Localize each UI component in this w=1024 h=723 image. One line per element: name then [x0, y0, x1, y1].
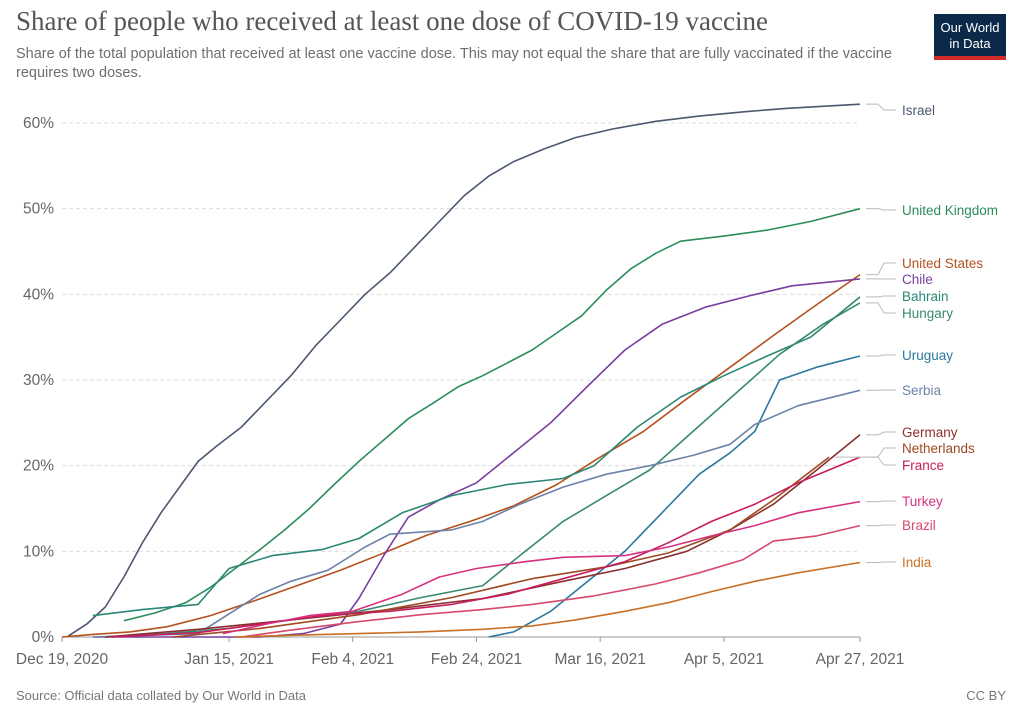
logo-line-2: in Data — [949, 36, 991, 51]
chart-subtitle: Share of the total population that recei… — [16, 46, 892, 81]
series-label-france: France — [902, 458, 944, 473]
source-note[interactable]: Source: Official data collated by Our Wo… — [16, 688, 306, 703]
y-tick-label: 0% — [32, 629, 55, 646]
leader-line-bahrain — [866, 295, 896, 298]
series-line-brazil — [241, 524, 861, 638]
series-line-chile — [92, 278, 861, 638]
series-line-hungary — [105, 302, 861, 638]
leader-line-united-states — [866, 262, 896, 276]
y-tick-label: 10% — [23, 543, 54, 560]
leader-line-brazil — [866, 524, 896, 527]
y-tick-label: 20% — [23, 458, 54, 475]
logo-line-1: Our World — [940, 20, 1000, 35]
series-label-uruguay: Uruguay — [902, 348, 953, 363]
y-tick-label: 50% — [23, 201, 54, 218]
series-line-netherlands — [173, 456, 830, 638]
leader-line-uruguay — [866, 354, 896, 357]
x-tick-label: Jan 15, 2021 — [184, 651, 274, 668]
series-label-hungary: Hungary — [902, 306, 953, 321]
x-tick-label: Feb 4, 2021 — [311, 651, 394, 668]
leader-line-germany — [866, 431, 896, 436]
series-label-turkey: Turkey — [902, 494, 943, 509]
leader-line-israel — [866, 103, 896, 111]
owid-logo[interactable]: Our World in Data — [934, 14, 1006, 60]
x-tick-label: Mar 16, 2021 — [555, 651, 646, 668]
y-tick-label: 40% — [23, 286, 54, 303]
series-label-israel: Israel — [902, 103, 935, 118]
series-line-bahrain — [92, 296, 861, 617]
series-line-israel — [67, 103, 861, 637]
series-line-serbia — [92, 389, 861, 638]
leader-line-france — [866, 456, 896, 466]
series-line-india — [235, 561, 861, 638]
series-line-united-kingdom — [123, 207, 861, 622]
license-link[interactable]: CC BY — [966, 688, 1006, 703]
leader-line-hungary — [866, 302, 896, 314]
x-tick-label: Dec 19, 2020 — [16, 651, 109, 668]
leader-line-united-kingdom — [866, 208, 896, 211]
series-line-germany — [105, 434, 861, 638]
series-label-united-states: United States — [902, 256, 983, 271]
series-line-uruguay — [488, 355, 861, 638]
series-label-germany: Germany — [902, 425, 958, 440]
series-label-brazil: Brazil — [902, 518, 936, 533]
series-line-turkey — [222, 500, 861, 635]
series-label-chile: Chile — [902, 272, 933, 287]
series-label-netherlands: Netherlands — [902, 441, 975, 456]
y-tick-label: 30% — [23, 372, 54, 389]
series-label-serbia: Serbia — [902, 383, 942, 398]
chart-title: Share of people who received at least on… — [16, 6, 768, 36]
x-tick-label: Feb 24, 2021 — [431, 651, 522, 668]
series-line-united-states — [61, 273, 861, 638]
series-label-india: India — [902, 555, 932, 570]
x-tick-label: Apr 5, 2021 — [684, 651, 764, 668]
x-tick-label: Apr 27, 2021 — [816, 651, 905, 668]
leader-line-netherlands — [835, 447, 896, 458]
leader-line-turkey — [866, 500, 896, 503]
series-label-united-kingdom: United Kingdom — [902, 203, 998, 218]
y-tick-label: 60% — [23, 115, 54, 132]
series-label-bahrain: Bahrain — [902, 289, 949, 304]
